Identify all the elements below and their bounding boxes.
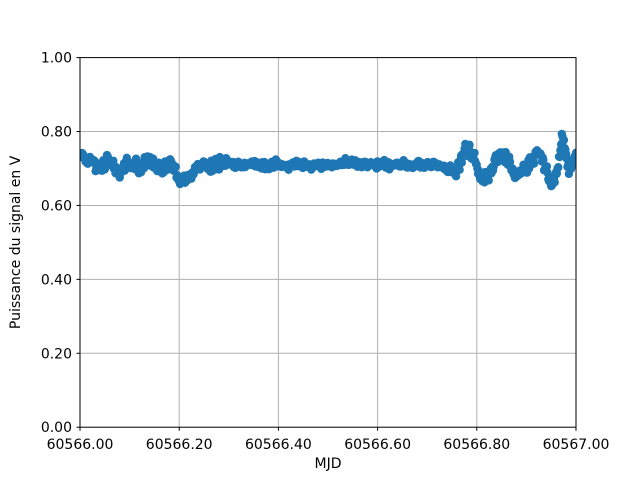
x-tick-label: 60566.60 <box>344 437 411 453</box>
tick-marks <box>76 57 577 431</box>
y-tick-label: 0.00 <box>41 420 72 436</box>
y-tick-label: 0.80 <box>41 125 72 141</box>
x-tick-label: 60567.00 <box>543 437 610 453</box>
y-tick-label: 0.60 <box>41 198 72 214</box>
x-tick-label: 60566.20 <box>146 437 213 453</box>
scatter-point <box>109 156 118 165</box>
y-axis-label: Puissance du signal en V <box>8 155 24 329</box>
plot-area <box>80 57 576 428</box>
scatter-point <box>465 140 474 150</box>
y-tick-label: 1.00 <box>41 51 72 67</box>
x-tick-label: 60566.80 <box>443 437 510 453</box>
scatter-point <box>554 163 563 172</box>
scatter-point <box>455 165 464 174</box>
scatter-point <box>539 155 548 165</box>
y-tick-labels: 0.00 0.20 0.40 0.60 0.80 1.00 <box>41 51 72 437</box>
scatter-point <box>550 178 559 187</box>
scatter-point <box>100 165 110 174</box>
scatter-point <box>171 162 180 172</box>
scatter-point <box>559 135 569 145</box>
gridlines <box>80 57 576 428</box>
scatter-point <box>484 176 493 185</box>
x-tick-label: 60566.00 <box>47 437 114 453</box>
x-tick-label: 60566.40 <box>245 437 312 453</box>
axes-spines <box>79 57 577 428</box>
scatter-point <box>529 159 539 168</box>
scatter-point <box>470 148 479 158</box>
x-tick-labels: 60566.00 60566.20 60566.40 60566.60 60566.80… <box>47 437 610 453</box>
scatter-point <box>571 148 576 157</box>
scatter-point <box>555 152 564 162</box>
y-tick-label: 0.20 <box>41 346 72 362</box>
y-tick-label: 0.40 <box>41 272 72 288</box>
x-axis-label: MJD <box>315 456 342 472</box>
scatter-series <box>80 129 576 191</box>
scatter-point <box>542 162 552 171</box>
